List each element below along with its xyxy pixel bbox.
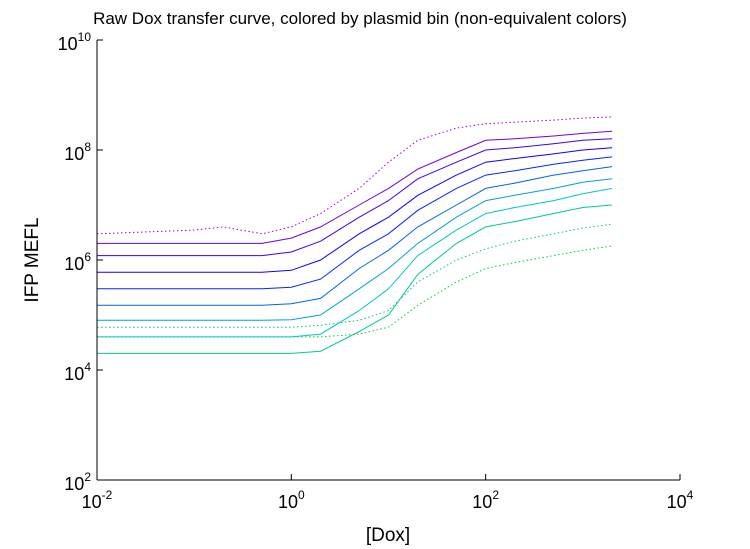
series-line-7 — [97, 156, 613, 290]
series-line-2 — [97, 223, 613, 328]
x-tick-label: 10-2 — [82, 488, 113, 512]
tick-layer: 10-2 100 102 104 102 104 106 108 1010 — [58, 30, 694, 512]
y-tick-label: 106 — [64, 250, 91, 274]
x-tick-label: 104 — [667, 488, 694, 512]
x-tick-label: 102 — [472, 488, 499, 512]
y-tick-label: 104 — [64, 360, 91, 384]
series-line-3 — [97, 204, 613, 354]
series-line-5 — [97, 178, 613, 321]
plot-area — [97, 40, 680, 480]
y-tick-label: 108 — [64, 140, 91, 164]
y-tick-label: 1010 — [58, 30, 92, 54]
series-line-4 — [97, 187, 613, 338]
x-axis-label: [Dox] — [366, 525, 410, 546]
x-tick-label: 100 — [278, 488, 305, 512]
y-axis-label: IFP MEFL — [22, 217, 43, 302]
y-tick-label: 102 — [64, 470, 91, 494]
series-line-6 — [97, 166, 613, 306]
series-line-1 — [97, 245, 613, 338]
series-layer — [96, 116, 613, 354]
series-line-10 — [97, 130, 613, 244]
chart-title: Raw Dox transfer curve, colored by plasm… — [93, 9, 627, 28]
series-line-9 — [97, 138, 613, 257]
series-line-8 — [97, 147, 613, 273]
